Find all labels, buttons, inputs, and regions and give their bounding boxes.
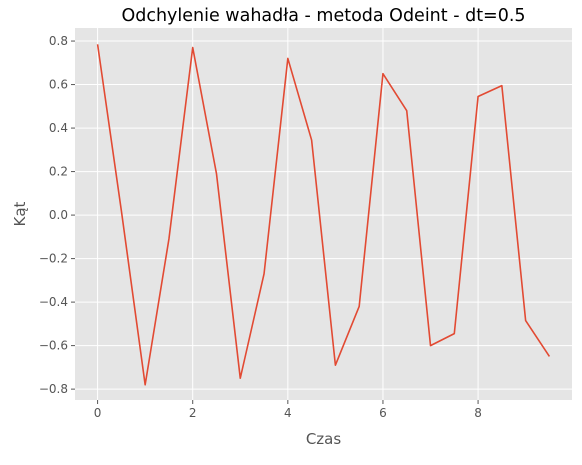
y-tick-label: 0.4 <box>49 121 68 135</box>
tick-marks <box>71 40 479 404</box>
chart-title: Odchylenie wahadła - metoda Odeint - dt=… <box>121 6 525 26</box>
y-tick-label: −0.8 <box>39 382 68 396</box>
y-tick-labels: −0.8 −0.6 −0.4 −0.2 0.0 0.2 0.4 0.6 0.8 <box>39 34 68 396</box>
plot-area <box>75 28 572 400</box>
y-tick-label: −0.6 <box>39 339 68 353</box>
x-tick-label: 6 <box>379 406 387 420</box>
y-tick-label: 0.2 <box>49 165 68 179</box>
y-tick-label: 0.0 <box>49 208 68 222</box>
y-tick-label: 0.6 <box>49 78 68 92</box>
series-line-0 <box>96 44 551 386</box>
y-tick-label: −0.4 <box>39 295 68 309</box>
x-tick-label: 2 <box>189 406 197 420</box>
y-axis-label: Kąt <box>11 201 29 226</box>
series-layer <box>96 44 551 386</box>
x-axis-label: Czas <box>306 430 342 448</box>
x-tick-label: 4 <box>284 406 292 420</box>
y-tick-label: 0.8 <box>49 34 68 48</box>
y-tick-label: −0.2 <box>39 252 68 266</box>
grid-lines <box>75 28 572 400</box>
x-tick-label: 8 <box>474 406 482 420</box>
x-tick-label: 0 <box>94 406 102 420</box>
x-tick-labels: 0 2 4 6 8 <box>94 406 482 420</box>
